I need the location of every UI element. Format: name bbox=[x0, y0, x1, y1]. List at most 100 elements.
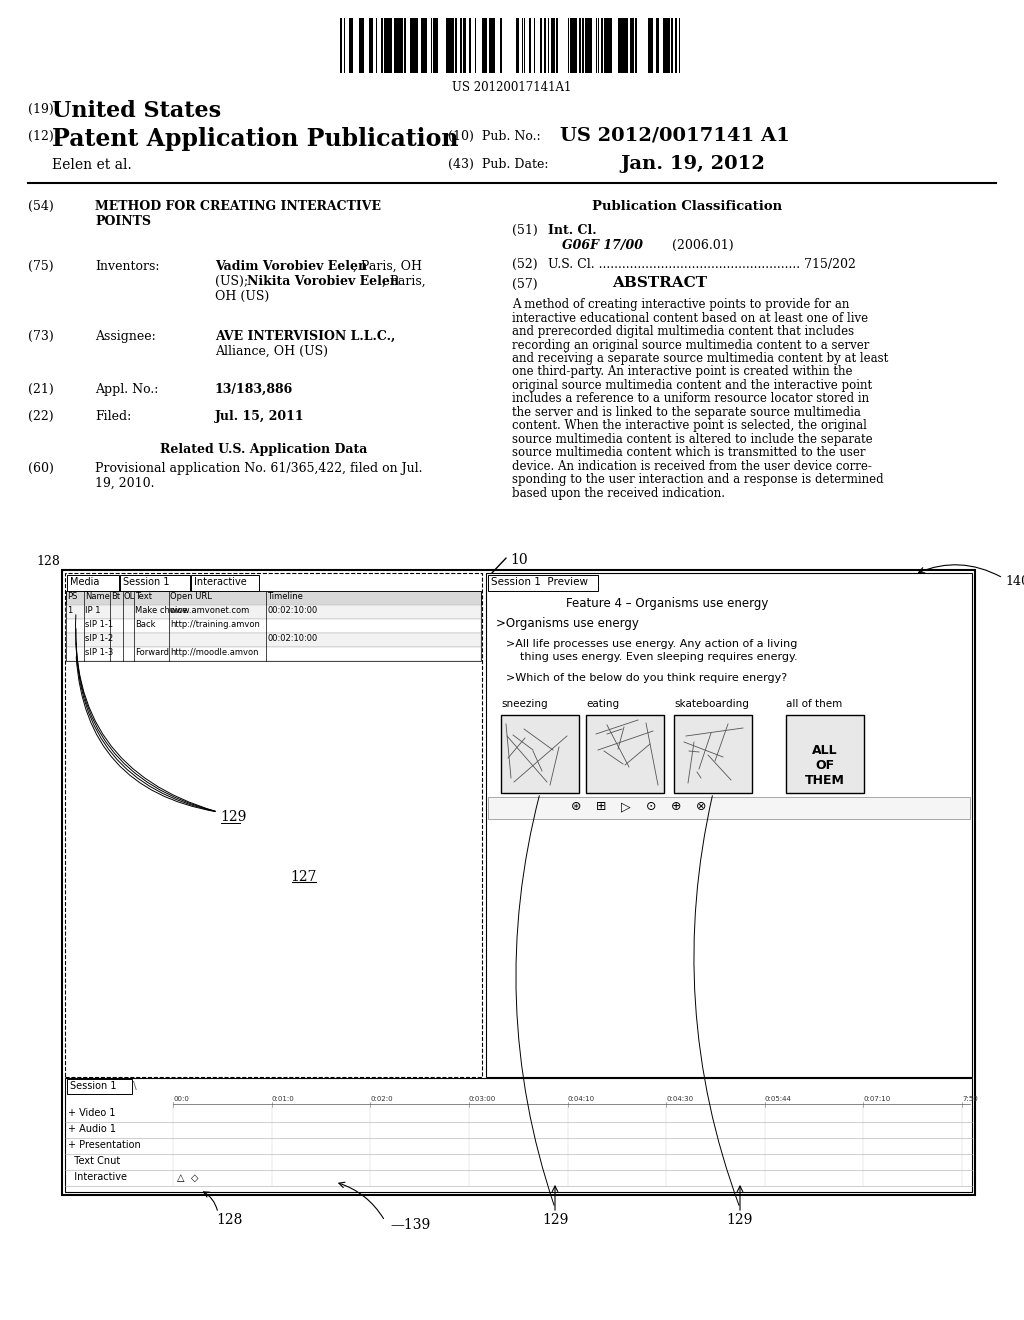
Bar bbox=[404, 18, 406, 73]
Text: www.amvonet.com: www.amvonet.com bbox=[170, 606, 250, 615]
Text: 0:03:00: 0:03:00 bbox=[469, 1096, 496, 1102]
Text: interactive educational content based on at least one of live: interactive educational content based on… bbox=[512, 312, 868, 325]
Bar bbox=[635, 18, 637, 73]
Text: 10: 10 bbox=[510, 553, 527, 568]
Text: source multimedia content which is transmitted to the user: source multimedia content which is trans… bbox=[512, 446, 865, 459]
Bar bbox=[551, 18, 553, 73]
Text: sIP 1-2: sIP 1-2 bbox=[85, 634, 113, 643]
Text: ⊙: ⊙ bbox=[646, 800, 656, 813]
Text: ⊞: ⊞ bbox=[596, 800, 606, 813]
Text: OL: OL bbox=[124, 591, 135, 601]
Text: source multimedia content is altered to include the separate: source multimedia content is altered to … bbox=[512, 433, 872, 446]
Text: (19): (19) bbox=[28, 103, 53, 116]
Text: sIP 1-1: sIP 1-1 bbox=[85, 620, 113, 630]
Bar bbox=[492, 18, 494, 73]
Text: http://training.amvon: http://training.amvon bbox=[170, 620, 260, 630]
Bar bbox=[556, 18, 558, 73]
Bar bbox=[544, 18, 546, 73]
Text: + Video 1: + Video 1 bbox=[68, 1107, 116, 1118]
Text: 0:01:0: 0:01:0 bbox=[271, 1096, 294, 1102]
Text: POINTS: POINTS bbox=[95, 215, 151, 228]
Bar bbox=[394, 18, 398, 73]
Text: Timeline: Timeline bbox=[267, 591, 303, 601]
Bar bbox=[359, 18, 362, 73]
Text: (54): (54) bbox=[28, 201, 53, 213]
Bar bbox=[657, 18, 659, 73]
Text: (12): (12) bbox=[28, 129, 53, 143]
Bar bbox=[389, 18, 392, 73]
Text: \: \ bbox=[133, 1081, 137, 1092]
Text: Filed:: Filed: bbox=[95, 411, 131, 422]
Text: G06F 17/00: G06F 17/00 bbox=[562, 239, 643, 252]
Text: 0:04:30: 0:04:30 bbox=[667, 1096, 693, 1102]
Bar bbox=[575, 18, 577, 73]
Bar bbox=[586, 715, 664, 793]
Text: (22): (22) bbox=[28, 411, 53, 422]
Text: the server and is linked to the separate source multimedia: the server and is linked to the separate… bbox=[512, 407, 861, 418]
Bar bbox=[663, 18, 666, 73]
Bar bbox=[486, 573, 972, 1077]
Bar bbox=[463, 18, 466, 73]
Text: 129: 129 bbox=[542, 1213, 568, 1228]
Text: 1: 1 bbox=[67, 606, 73, 615]
Text: IP 1: IP 1 bbox=[85, 606, 100, 615]
Text: United States: United States bbox=[52, 100, 221, 121]
Bar bbox=[369, 18, 372, 73]
Text: 140: 140 bbox=[1005, 576, 1024, 587]
Text: Open URL: Open URL bbox=[170, 591, 212, 601]
Text: ⊕: ⊕ bbox=[671, 800, 682, 813]
Text: Name: Name bbox=[85, 591, 110, 601]
Bar bbox=[620, 18, 623, 73]
Text: (57): (57) bbox=[512, 279, 538, 290]
Text: 129: 129 bbox=[727, 1213, 754, 1228]
Text: content. When the interactive point is selected, the original: content. When the interactive point is s… bbox=[512, 420, 867, 433]
Text: 0:04:10: 0:04:10 bbox=[567, 1096, 595, 1102]
Text: Session 1  Preview: Session 1 Preview bbox=[490, 577, 588, 587]
Text: 19, 2010.: 19, 2010. bbox=[95, 477, 155, 490]
Text: , Paris,: , Paris, bbox=[382, 275, 426, 288]
Text: ALL
OF
THEM: ALL OF THEM bbox=[805, 744, 845, 787]
Bar bbox=[401, 18, 403, 73]
Bar bbox=[488, 797, 970, 818]
Text: ◇: ◇ bbox=[191, 1173, 199, 1183]
Text: (52): (52) bbox=[512, 257, 538, 271]
Bar bbox=[66, 591, 481, 605]
Text: Session 1: Session 1 bbox=[123, 577, 170, 587]
Bar bbox=[582, 18, 584, 73]
Text: Jan. 19, 2012: Jan. 19, 2012 bbox=[620, 154, 765, 173]
Bar bbox=[623, 18, 625, 73]
Text: Vadim Vorobiev Eelen: Vadim Vorobiev Eelen bbox=[215, 260, 368, 273]
Text: △: △ bbox=[177, 1173, 184, 1183]
Bar bbox=[606, 18, 609, 73]
Text: sneezing: sneezing bbox=[501, 700, 548, 709]
Bar bbox=[362, 18, 364, 73]
Text: ⊗: ⊗ bbox=[696, 800, 707, 813]
Bar bbox=[573, 18, 575, 73]
Text: >All life processes use energy. Any action of a living: >All life processes use energy. Any acti… bbox=[506, 639, 798, 649]
Text: US 20120017141A1: US 20120017141A1 bbox=[453, 81, 571, 94]
Text: Bt: Bt bbox=[111, 591, 120, 601]
Bar bbox=[62, 570, 975, 1195]
Text: 00:02:10:00: 00:02:10:00 bbox=[267, 606, 317, 615]
Text: eating: eating bbox=[586, 700, 620, 709]
Bar bbox=[451, 18, 454, 73]
Text: sponding to the user interaction and a response is determined: sponding to the user interaction and a r… bbox=[512, 474, 884, 487]
Bar bbox=[66, 647, 481, 661]
Bar bbox=[433, 18, 435, 73]
Text: (2006.01): (2006.01) bbox=[672, 239, 733, 252]
Text: 128: 128 bbox=[217, 1213, 243, 1228]
Text: (US);: (US); bbox=[215, 275, 252, 288]
Bar bbox=[447, 18, 450, 73]
Text: , Paris, OH: , Paris, OH bbox=[353, 260, 422, 273]
Text: Patent Application Publication: Patent Application Publication bbox=[52, 127, 459, 150]
Text: (75): (75) bbox=[28, 260, 53, 273]
Text: Interactive: Interactive bbox=[194, 577, 247, 587]
Bar bbox=[455, 18, 457, 73]
Bar bbox=[410, 18, 414, 73]
Bar bbox=[67, 576, 119, 591]
Bar bbox=[66, 605, 481, 619]
Text: PS: PS bbox=[67, 591, 78, 601]
Text: 0:05:44: 0:05:44 bbox=[765, 1096, 792, 1102]
Text: device. An indication is received from the user device corre-: device. An indication is received from t… bbox=[512, 459, 871, 473]
Bar bbox=[674, 715, 752, 793]
